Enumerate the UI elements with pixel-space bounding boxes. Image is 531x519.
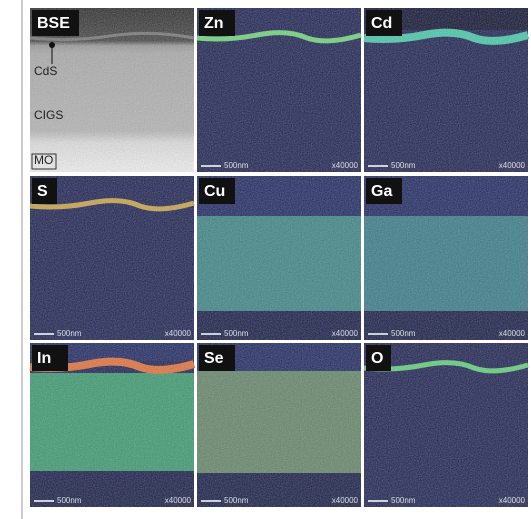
panel-label: In [37,350,51,367]
scale-text: 500nm [391,496,416,505]
label-box [366,178,402,204]
panel: BSE CdS CIGS MO [29,8,195,172]
panel: O 500nm x40000 [363,343,529,507]
panel: Ga 500nm x40000 [364,176,528,340]
scale-text: 500nm [57,329,82,338]
panel-label: Cu [204,183,225,200]
panel-label: Cd [371,15,392,32]
scale-text: 500nm [57,496,82,505]
mo-box [31,153,57,170]
magnification: x40000 [165,496,192,505]
scale-text: 500nm [224,329,249,338]
panel-label: Ga [371,183,392,200]
layer-annotation: MO [34,153,53,167]
layer-annotation: CIGS [34,108,63,122]
label-box [199,10,235,36]
panel: Se 500nm x40000 [197,343,361,507]
scale-text: 500nm [391,161,416,170]
layer-annotation: CdS [34,64,57,78]
label-box [32,178,57,204]
panel-label: Se [204,350,224,367]
panel: Cu 500nm x40000 [197,176,361,340]
panel: In 500nm x40000 [29,343,196,507]
label-box [32,10,79,36]
panel-label: Zn [204,15,224,32]
panel-label: S [37,183,48,200]
label-box [32,345,68,371]
magnification: x40000 [499,329,526,338]
panel: Zn 500nm x40000 [196,8,362,172]
scale-text: 500nm [224,496,249,505]
magnification: x40000 [332,496,359,505]
label-box [199,178,235,204]
scale-text: 500nm [391,329,416,338]
label-box [199,345,235,371]
label-box [366,10,402,36]
magnification: x40000 [165,329,192,338]
magnification: x40000 [499,496,526,505]
panel: S 500nm x40000 [29,176,195,340]
panel: Cd 500nm x40000 [363,8,530,172]
label-box [366,345,391,371]
panel-label: BSE [37,15,70,32]
panel-label: O [371,350,383,367]
noise [30,176,194,340]
scale-text: 500nm [224,161,249,170]
magnification: x40000 [332,161,359,170]
magnification: x40000 [499,161,526,170]
magnification: x40000 [332,329,359,338]
noise [364,343,528,507]
